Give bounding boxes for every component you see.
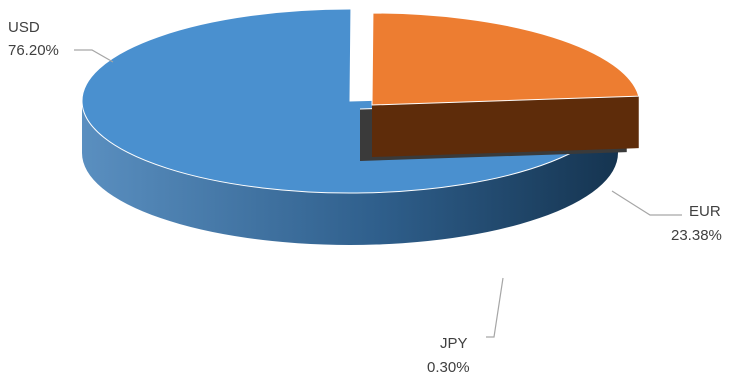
label-jpy-value: 0.30% xyxy=(427,359,470,376)
leader-line-eur xyxy=(611,190,682,216)
slice-usd-side xyxy=(82,101,618,245)
slice-eur-wall xyxy=(372,96,639,157)
slice-label-usd: USD 76.20% xyxy=(8,19,59,59)
label-eur-value: 23.38% xyxy=(671,227,722,244)
label-jpy-name: JPY xyxy=(440,335,468,352)
label-eur-name: EUR xyxy=(689,203,721,220)
label-usd-name: USD xyxy=(8,19,40,36)
slice-label-eur: EUR 23.38% xyxy=(671,203,722,244)
slice-eur xyxy=(371,12,640,157)
slice-label-jpy: JPY 0.30% xyxy=(427,335,470,376)
leader-line-usd xyxy=(74,49,114,63)
leader-line-jpy xyxy=(486,277,504,338)
slice-eur-top xyxy=(371,12,640,106)
label-usd-value: 76.20% xyxy=(8,42,59,59)
